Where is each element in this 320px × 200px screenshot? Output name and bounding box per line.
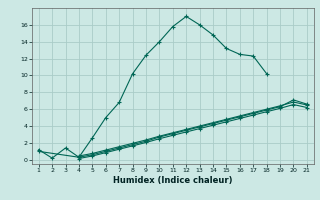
X-axis label: Humidex (Indice chaleur): Humidex (Indice chaleur) (113, 176, 233, 185)
